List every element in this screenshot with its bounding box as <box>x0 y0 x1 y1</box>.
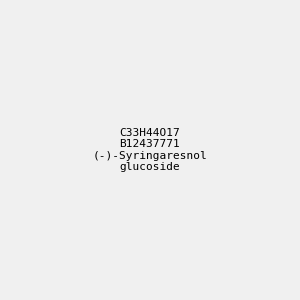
Text: C33H44O17
B12437771
(-)-Syringaresnol
glucoside: C33H44O17 B12437771 (-)-Syringaresnol gl… <box>93 128 207 172</box>
